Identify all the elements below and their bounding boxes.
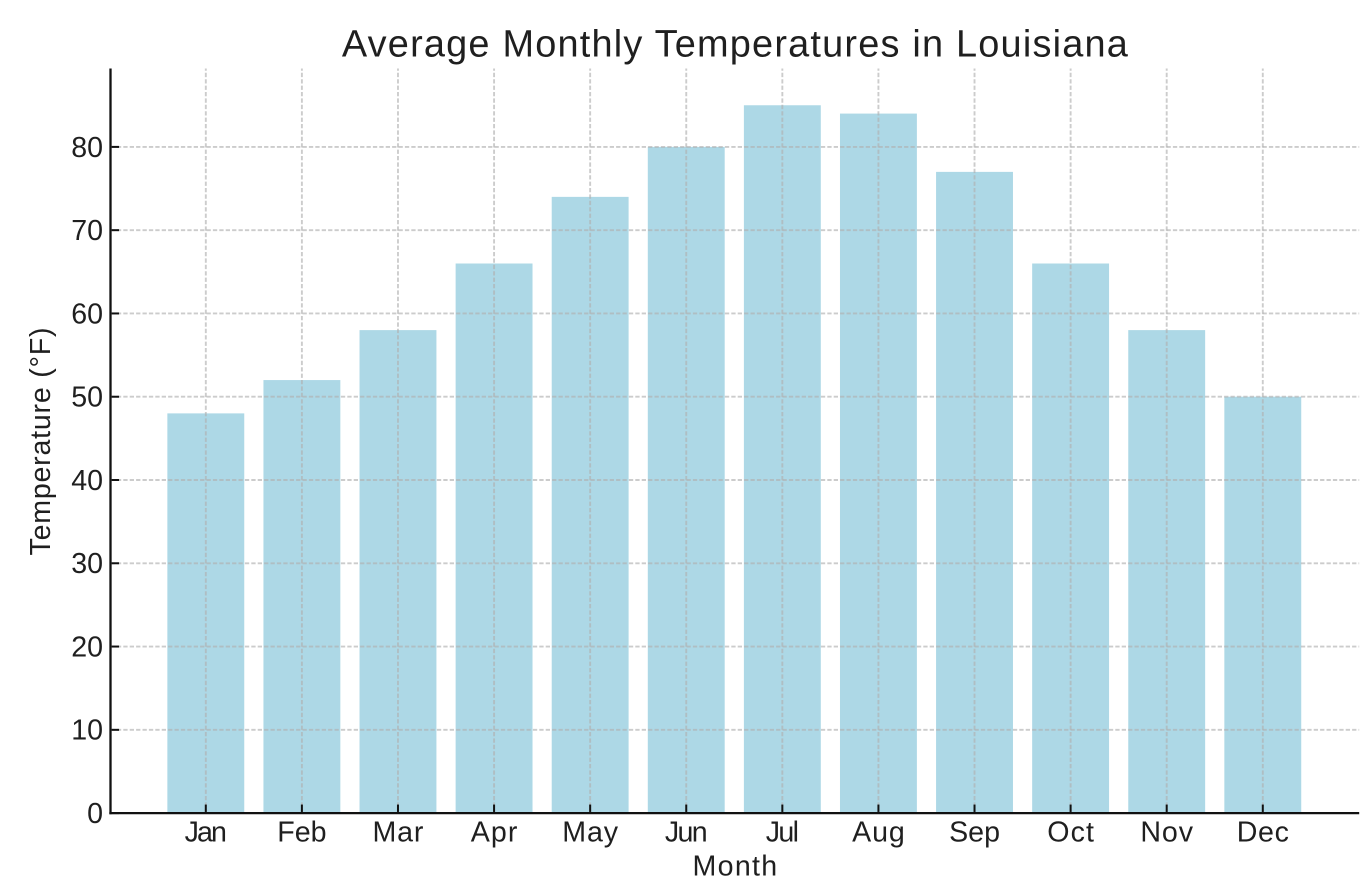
svg-text:70: 70 xyxy=(71,215,103,247)
svg-text:Apr: Apr xyxy=(471,817,518,849)
svg-text:Feb: Feb xyxy=(277,817,326,849)
svg-text:Mar: Mar xyxy=(373,817,424,849)
svg-text:May: May xyxy=(562,817,619,849)
svg-text:Temperature (°F): Temperature (°F) xyxy=(25,328,57,556)
svg-text:Jul: Jul xyxy=(766,817,799,849)
svg-text:Aug: Aug xyxy=(852,817,905,849)
svg-text:Sep: Sep xyxy=(949,817,1000,849)
svg-text:Dec: Dec xyxy=(1237,817,1289,849)
svg-text:80: 80 xyxy=(71,132,103,164)
svg-text:Jun: Jun xyxy=(665,817,708,849)
svg-text:0: 0 xyxy=(87,798,103,830)
svg-text:Average Monthly Temperatures i: Average Monthly Temperatures in Louisian… xyxy=(342,23,1129,65)
svg-text:20: 20 xyxy=(71,631,103,663)
svg-text:10: 10 xyxy=(71,715,103,747)
svg-text:40: 40 xyxy=(71,465,103,497)
svg-text:30: 30 xyxy=(71,548,103,580)
svg-text:50: 50 xyxy=(71,382,103,414)
svg-text:Month: Month xyxy=(693,851,778,883)
svg-text:Nov: Nov xyxy=(1140,817,1193,849)
svg-text:Jan: Jan xyxy=(185,817,227,849)
svg-text:60: 60 xyxy=(71,298,103,330)
svg-text:Oct: Oct xyxy=(1047,817,1094,849)
